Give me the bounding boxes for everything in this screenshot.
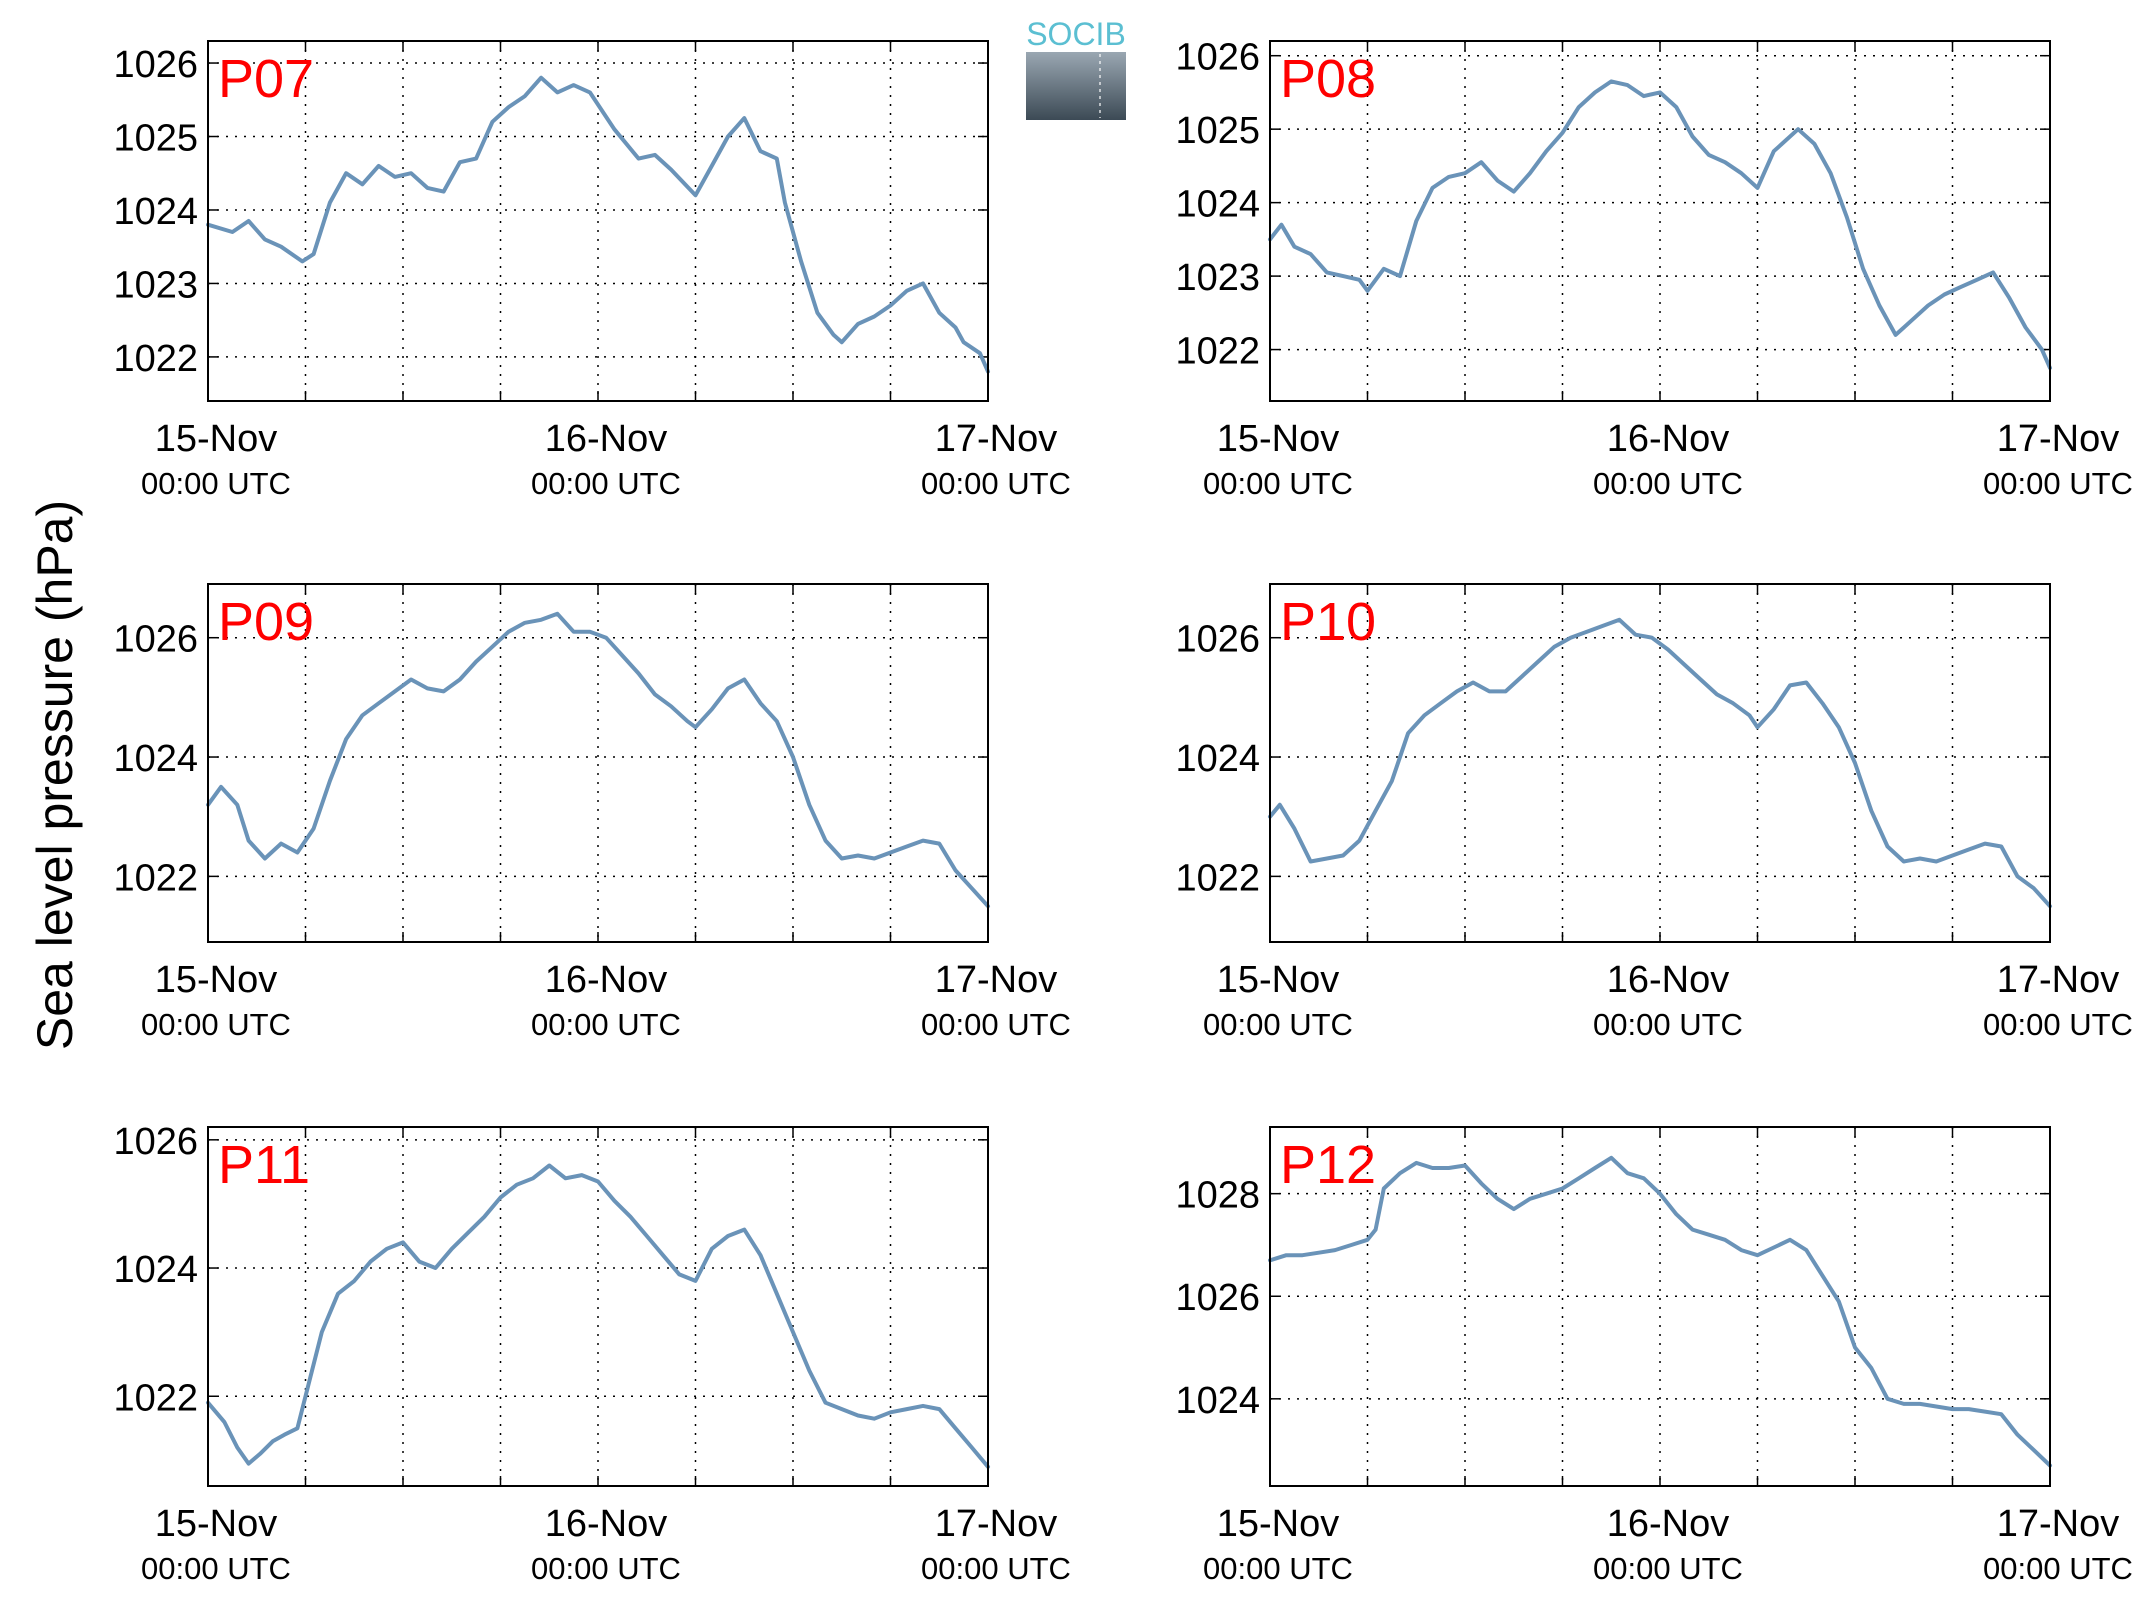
plot-frame	[1269, 1126, 2051, 1487]
y-tick-label: 1026	[113, 1121, 198, 1163]
y-tick-label: 1024	[113, 1249, 198, 1291]
y-tick-label: 1026	[113, 44, 198, 86]
x-tick-label: 17-Nov	[1997, 418, 2120, 460]
x-tick-sublabel: 00:00 UTC	[141, 1551, 291, 1586]
y-tick-label: 1026	[1175, 37, 1260, 79]
x-tick-sublabel: 00:00 UTC	[1593, 1551, 1743, 1586]
x-tick-label: 15-Nov	[1217, 418, 1340, 460]
panel-p11: 1022 1024 1026 P11 15-Nov 00:00 UTC 16-Nov 00:0…	[113, 1121, 1071, 1586]
y-tick-label: 1022	[1175, 331, 1260, 373]
series-line	[1268, 79, 2052, 370]
x-tick-sublabel: 00:00 UTC	[1203, 466, 1353, 501]
x-tick-sublabel: 00:00 UTC	[531, 1007, 681, 1042]
panel-p10: 1022 1024 1026 P10 15-Nov 00:00 UTC 16-Nov 00:0…	[1175, 583, 2133, 1042]
y-tick-label: 1024	[1175, 184, 1260, 226]
y-tick-label: 1024	[1175, 1380, 1260, 1422]
panel-p07: 1022 1023 1024 1025 1026 P07 15-Nov 00:00 UTC 16…	[113, 40, 1071, 501]
y-tick-label: 1028	[1175, 1175, 1260, 1217]
x-tick-label: 15-Nov	[155, 418, 278, 460]
y-tick-label: 1025	[1175, 110, 1260, 152]
plot-frame	[207, 583, 989, 943]
panel-label: P09	[218, 592, 314, 652]
panel-p08: 1022 1023 1024 1025 1026 P08 15-Nov 00:00 UTC 16…	[1175, 37, 2133, 501]
x-tick-sublabel: 00:00 UTC	[1983, 1007, 2133, 1042]
x-tick-sublabel: 00:00 UTC	[141, 466, 291, 501]
panel-label: P07	[218, 49, 314, 109]
y-tick-label: 1023	[113, 264, 198, 306]
socib-logo: SOCIB	[1026, 16, 1126, 120]
series-line	[1268, 1155, 2052, 1468]
x-tick-label: 17-Nov	[935, 418, 1058, 460]
x-tick-label: 17-Nov	[935, 959, 1058, 1001]
panel-p12: 1024 1026 1028 P12 15-Nov 00:00 UTC 16-Nov 00:0…	[1175, 1126, 2133, 1586]
y-tick-label: 1022	[113, 338, 198, 380]
x-tick-label: 16-Nov	[1607, 418, 1730, 460]
y-tick-label: 1023	[1175, 257, 1260, 299]
x-tick-label: 15-Nov	[1217, 1503, 1340, 1545]
x-tick-sublabel: 00:00 UTC	[921, 1551, 1071, 1586]
x-tick-label: 16-Nov	[1607, 959, 1730, 1001]
panel-label: P11	[218, 1135, 310, 1195]
x-tick-sublabel: 00:00 UTC	[1983, 1551, 2133, 1586]
y-tick-label: 1024	[1175, 738, 1260, 780]
x-tick-sublabel: 00:00 UTC	[1593, 466, 1743, 501]
x-tick-sublabel: 00:00 UTC	[531, 466, 681, 501]
x-tick-label: 16-Nov	[545, 418, 668, 460]
x-tick-label: 17-Nov	[1997, 1503, 2120, 1545]
y-tick-label: 1024	[113, 191, 198, 233]
plot-frame	[207, 1126, 989, 1487]
x-tick-sublabel: 00:00 UTC	[1983, 466, 2133, 501]
x-tick-label: 16-Nov	[1607, 1503, 1730, 1545]
plot-frame	[1269, 40, 2051, 402]
x-tick-label: 15-Nov	[1217, 959, 1340, 1001]
y-tick-label: 1024	[113, 738, 198, 780]
x-tick-sublabel: 00:00 UTC	[141, 1007, 291, 1042]
x-tick-label: 15-Nov	[155, 1503, 278, 1545]
y-axis-label: Sea level pressure (hPa)	[27, 500, 83, 1050]
y-tick-label: 1022	[113, 1377, 198, 1419]
logo-text: SOCIB	[1026, 16, 1126, 52]
plot-area	[208, 1127, 988, 1486]
x-tick-label: 17-Nov	[935, 1503, 1058, 1545]
y-tick-label: 1022	[113, 857, 198, 899]
x-tick-sublabel: 00:00 UTC	[1593, 1007, 1743, 1042]
x-tick-sublabel: 00:00 UTC	[531, 1551, 681, 1586]
series-line	[206, 75, 990, 374]
plot-frame	[207, 40, 989, 402]
series-line	[206, 611, 990, 909]
x-tick-sublabel: 00:00 UTC	[921, 1007, 1071, 1042]
x-tick-label: 16-Nov	[545, 959, 668, 1001]
panel-label: P10	[1280, 592, 1376, 652]
y-tick-label: 1026	[1175, 619, 1260, 661]
x-tick-sublabel: 00:00 UTC	[1203, 1551, 1353, 1586]
plot-area	[1270, 1127, 2050, 1486]
x-tick-label: 16-Nov	[545, 1503, 668, 1545]
panel-p09: 1022 1024 1026 P09 15-Nov 00:00 UTC 16-Nov 00:0…	[113, 583, 1071, 1042]
x-tick-sublabel: 00:00 UTC	[1203, 1007, 1353, 1042]
y-tick-label: 1025	[113, 118, 198, 160]
y-tick-label: 1026	[1175, 1277, 1260, 1319]
series-line	[1268, 617, 2052, 909]
y-tick-label: 1022	[1175, 857, 1260, 899]
x-tick-sublabel: 00:00 UTC	[921, 466, 1071, 501]
plot-frame	[1269, 583, 2051, 943]
x-tick-label: 15-Nov	[155, 959, 278, 1001]
y-tick-label: 1026	[113, 619, 198, 661]
panel-label: P12	[1280, 1135, 1376, 1195]
x-tick-label: 17-Nov	[1997, 959, 2120, 1001]
series-line	[206, 1163, 990, 1469]
panel-label: P08	[1280, 49, 1376, 109]
